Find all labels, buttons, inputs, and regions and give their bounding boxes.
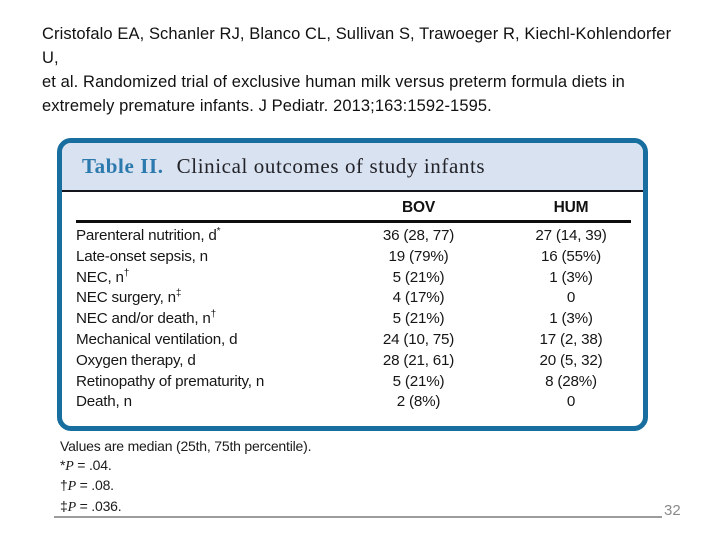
table-row: Mechanical ventilation, d 24 (10, 75) 17… <box>76 330 641 351</box>
bov-value: 2 (8%) <box>396 393 441 411</box>
footnote-values-note: Values are median (25th, 75th percentile… <box>60 438 312 454</box>
citation-line: et al. Randomized trial of exclusive hum… <box>42 73 625 91</box>
table-row: NEC and/or death, n† 5 (21%) 1 (3%) <box>76 309 641 330</box>
row-label-text: Death, n <box>76 393 132 411</box>
row-label-text: Oxygen therapy, d <box>76 351 196 369</box>
hum-value: 8 (28%) <box>545 372 597 390</box>
table-body: BOV HUM Parenteral nutrition, d* 36 (28,… <box>62 192 643 413</box>
bov-value: 4 (17%) <box>392 289 445 307</box>
table-title: Table II. Clinical outcomes of study inf… <box>62 143 643 192</box>
row-label-text: Mechanical ventilation, d <box>76 330 238 348</box>
footnote-line: †P = .08. <box>60 476 311 497</box>
citation-line: extremely premature infants. J Pediatr. … <box>42 97 492 115</box>
header-rule <box>76 220 631 223</box>
row-label: Mechanical ventilation, d <box>76 330 336 351</box>
bov-value: 5 (21%) <box>392 268 445 286</box>
row-label: Retinopathy of prematurity, n <box>76 372 336 393</box>
footnote-value: = .08. <box>75 477 114 493</box>
footnote-symbol: * <box>60 456 66 473</box>
hum-value: 16 (55%) <box>540 247 602 265</box>
footnote-marker: ‡ <box>175 288 182 300</box>
hum-value: 1 (3%) <box>549 310 593 328</box>
row-label: Death, n <box>76 392 336 413</box>
citation-line: Cristofalo EA, Schanler RJ, Blanco CL, S… <box>42 25 672 67</box>
table-figure: Table II. Clinical outcomes of study inf… <box>57 138 648 431</box>
row-label: Oxygen therapy, d <box>76 351 336 372</box>
footnote-p: P <box>65 458 74 474</box>
table-row: NEC, n† 5 (21%) 1 (3%) <box>76 268 641 289</box>
column-header-row: BOV HUM <box>76 192 641 220</box>
hum-value: 0 <box>566 393 576 411</box>
column-header-hum: HUM <box>553 199 589 216</box>
bov-value: 5 (21%) <box>392 310 445 328</box>
table-rows: Parenteral nutrition, d* 36 (28, 77) 27 … <box>76 223 641 413</box>
hum-value: 1 (3%) <box>549 268 593 286</box>
hum-value: 20 (5, 32) <box>539 351 603 369</box>
bov-value: 28 (21, 61) <box>382 351 455 369</box>
row-label-text: Parenteral nutrition, d <box>76 227 217 244</box>
bov-value: 24 (10, 75) <box>382 330 455 348</box>
table-row: Parenteral nutrition, d* 36 (28, 77) 27 … <box>76 226 641 247</box>
footnote-marker: † <box>123 267 130 279</box>
table-row: Retinopathy of prematurity, n 5 (21%) 8 … <box>76 372 641 393</box>
footer-rule <box>54 516 662 518</box>
row-label: Late-onset sepsis, n <box>76 247 336 268</box>
footnote-p: P <box>67 479 77 494</box>
column-header-bov: BOV <box>402 199 435 216</box>
footnote-marker: † <box>210 309 217 321</box>
footnote-value: = .04. <box>73 456 112 473</box>
footnote-line: ‡P = .036. <box>60 497 311 518</box>
hum-value: 27 (14, 39) <box>535 227 607 244</box>
table-row: NEC surgery, n‡ 4 (17%) 0 <box>76 288 641 309</box>
citation: Cristofalo EA, Schanler RJ, Blanco CL, S… <box>42 22 682 118</box>
row-label-text: Retinopathy of prematurity, n <box>76 372 265 390</box>
row-label: NEC surgery, n‡ <box>76 288 336 309</box>
table-title-label: Table II. <box>82 154 164 178</box>
column-header-spacer <box>76 199 336 217</box>
table-row: Death, n 2 (8%) 0 <box>76 392 641 413</box>
row-label-text: NEC surgery, n <box>76 289 176 307</box>
hum-value: 17 (2, 38) <box>539 330 603 348</box>
row-label-text: Late-onset sepsis, n <box>76 247 208 265</box>
footnote-marker: * <box>216 226 221 237</box>
table-row: Late-onset sepsis, n 19 (79%) 16 (55%) <box>76 247 641 268</box>
hum-value: 0 <box>566 289 576 307</box>
footnote-symbol: † <box>60 477 68 493</box>
row-label: Parenteral nutrition, d* <box>76 226 336 247</box>
row-label-text: NEC and/or death, n <box>76 310 211 328</box>
bov-value: 36 (28, 77) <box>382 227 455 244</box>
footnote-line: *P = .04. <box>60 456 311 477</box>
footnote-symbol: ‡ <box>60 497 68 514</box>
bov-value: 5 (21%) <box>392 372 445 390</box>
footnote-value: = .036. <box>75 497 122 514</box>
bov-value: 19 (79%) <box>388 247 449 265</box>
row-label-text: NEC, n <box>76 268 124 286</box>
row-label: NEC, n† <box>76 268 336 289</box>
row-label: NEC and/or death, n† <box>76 309 336 330</box>
table-title-text: Clinical outcomes of study infants <box>176 154 486 178</box>
footnote-p: P <box>67 499 77 515</box>
footnotes: Values are median (25th, 75th percentile… <box>60 437 311 517</box>
page-number: 32 <box>664 502 681 519</box>
table-row: Oxygen therapy, d 28 (21, 61) 20 (5, 32) <box>76 351 641 372</box>
